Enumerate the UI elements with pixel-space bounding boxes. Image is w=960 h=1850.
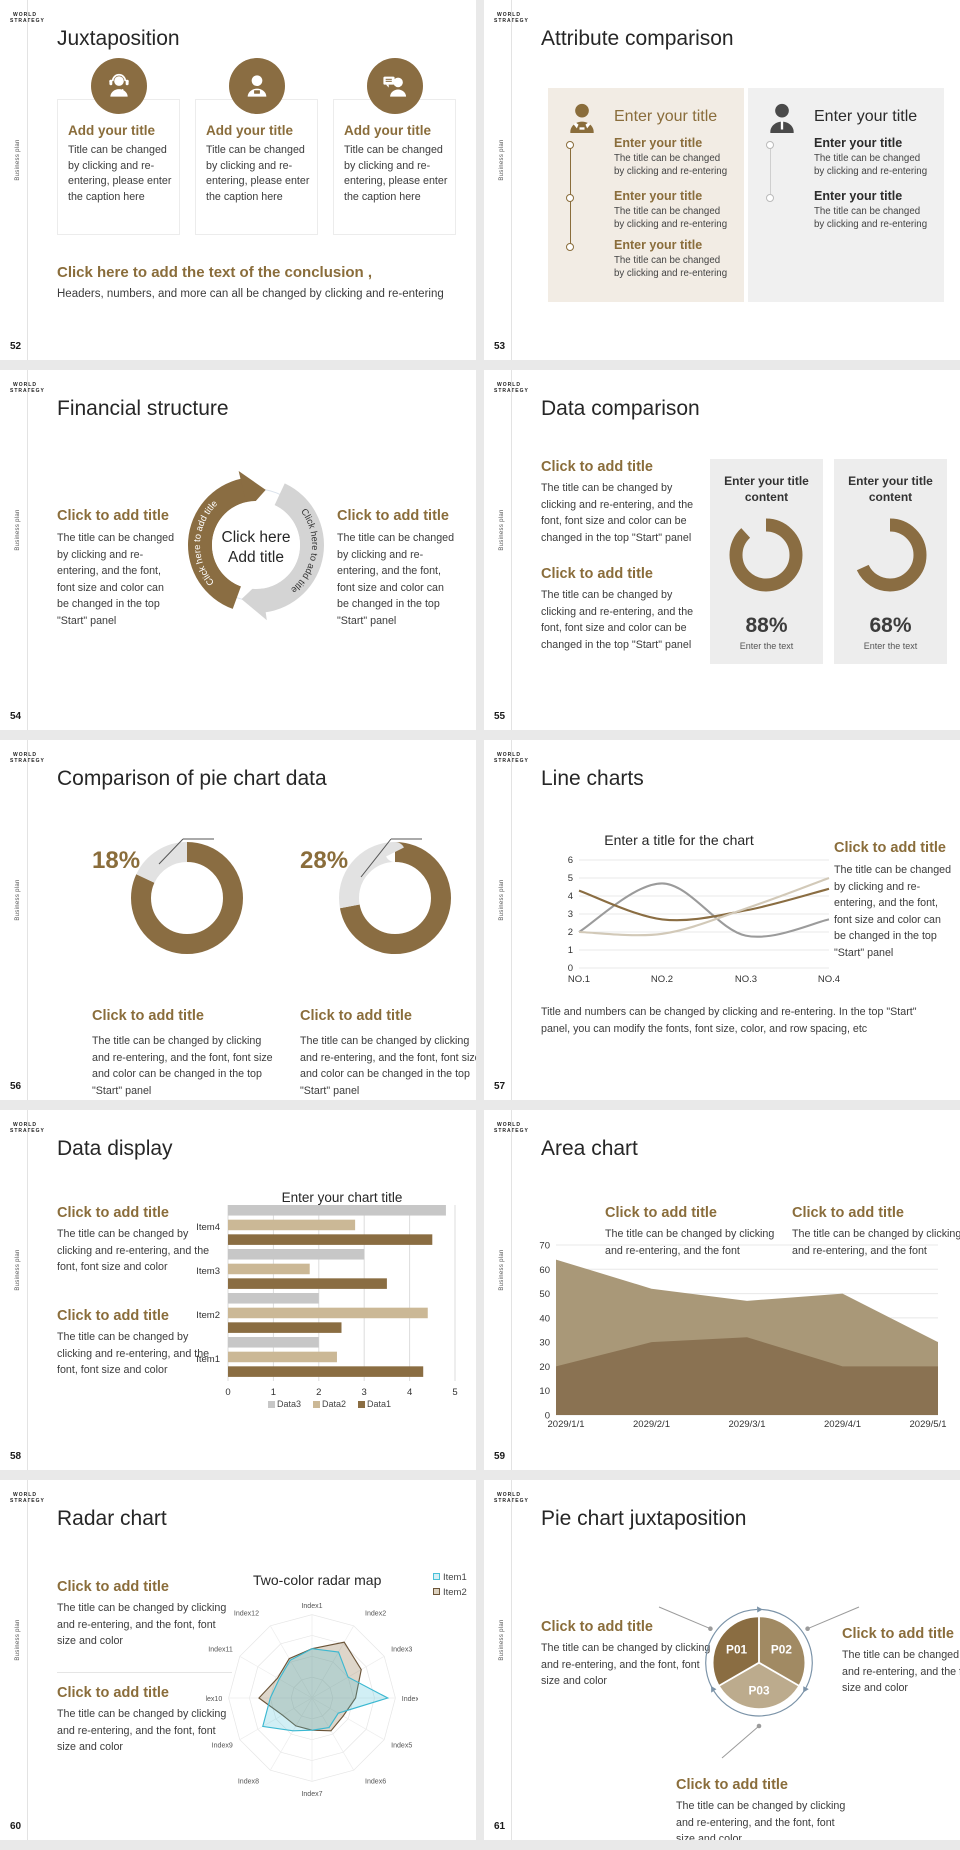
svg-text:4: 4 xyxy=(407,1387,412,1398)
svg-text:Item4: Item4 xyxy=(196,1222,220,1233)
svg-text:2029/2/1: 2029/2/1 xyxy=(633,1419,670,1430)
svg-text:Item3: Item3 xyxy=(196,1266,220,1277)
svg-text:4: 4 xyxy=(568,891,573,902)
svg-text:0: 0 xyxy=(225,1387,230,1398)
svg-text:5: 5 xyxy=(452,1387,457,1398)
svg-text:Index11: Index11 xyxy=(208,1646,233,1653)
svg-text:Index4: Index4 xyxy=(402,1696,418,1703)
svg-text:40: 40 xyxy=(539,1313,550,1324)
svg-text:P03: P03 xyxy=(748,1684,769,1698)
svg-text:Index9: Index9 xyxy=(212,1742,233,1749)
svg-text:2029/5/1: 2029/5/1 xyxy=(910,1419,947,1430)
svg-text:Item2: Item2 xyxy=(196,1310,220,1321)
svg-text:60: 60 xyxy=(539,1265,550,1276)
svg-text:NO.2: NO.2 xyxy=(651,974,673,985)
svg-text:6: 6 xyxy=(568,855,573,866)
svg-text:2: 2 xyxy=(316,1387,321,1398)
svg-text:3: 3 xyxy=(362,1387,367,1398)
svg-text:2029/3/1: 2029/3/1 xyxy=(729,1419,766,1430)
svg-text:0: 0 xyxy=(568,963,573,974)
svg-text:Index12: Index12 xyxy=(234,1610,259,1617)
svg-text:Click here: Click here xyxy=(222,529,291,546)
svg-text:20: 20 xyxy=(539,1362,550,1373)
svg-text:2: 2 xyxy=(568,927,573,938)
svg-text:Item1: Item1 xyxy=(196,1354,220,1365)
svg-text:1: 1 xyxy=(568,945,573,956)
svg-text:Data2: Data2 xyxy=(322,1399,346,1409)
svg-text:Index5: Index5 xyxy=(391,1742,412,1749)
svg-text:10: 10 xyxy=(539,1386,550,1397)
svg-text:2029/4/1: 2029/4/1 xyxy=(824,1419,861,1430)
svg-text:Data1: Data1 xyxy=(367,1399,391,1409)
svg-text:50: 50 xyxy=(539,1289,550,1300)
svg-text:Add title: Add title xyxy=(228,549,284,566)
svg-text:70: 70 xyxy=(539,1241,550,1252)
svg-text:Index3: Index3 xyxy=(391,1646,412,1653)
svg-text:30: 30 xyxy=(539,1338,550,1349)
svg-text:Index10: Index10 xyxy=(206,1696,222,1703)
svg-text:Index1: Index1 xyxy=(301,1603,322,1610)
svg-text:2029/1/1: 2029/1/1 xyxy=(548,1419,585,1430)
svg-text:5: 5 xyxy=(568,873,573,884)
svg-text:P02: P02 xyxy=(771,1642,792,1656)
svg-text:3: 3 xyxy=(568,909,573,920)
svg-text:Index8: Index8 xyxy=(238,1779,259,1786)
svg-text:P01: P01 xyxy=(726,1642,747,1656)
svg-text:Index2: Index2 xyxy=(365,1610,386,1617)
svg-text:Index6: Index6 xyxy=(365,1779,386,1786)
svg-text:NO.4: NO.4 xyxy=(818,974,840,985)
svg-text:NO.3: NO.3 xyxy=(735,974,757,985)
svg-text:Index7: Index7 xyxy=(301,1791,322,1798)
svg-text:NO.1: NO.1 xyxy=(568,974,590,985)
svg-text:1: 1 xyxy=(271,1387,276,1398)
svg-text:Data3: Data3 xyxy=(277,1399,301,1409)
